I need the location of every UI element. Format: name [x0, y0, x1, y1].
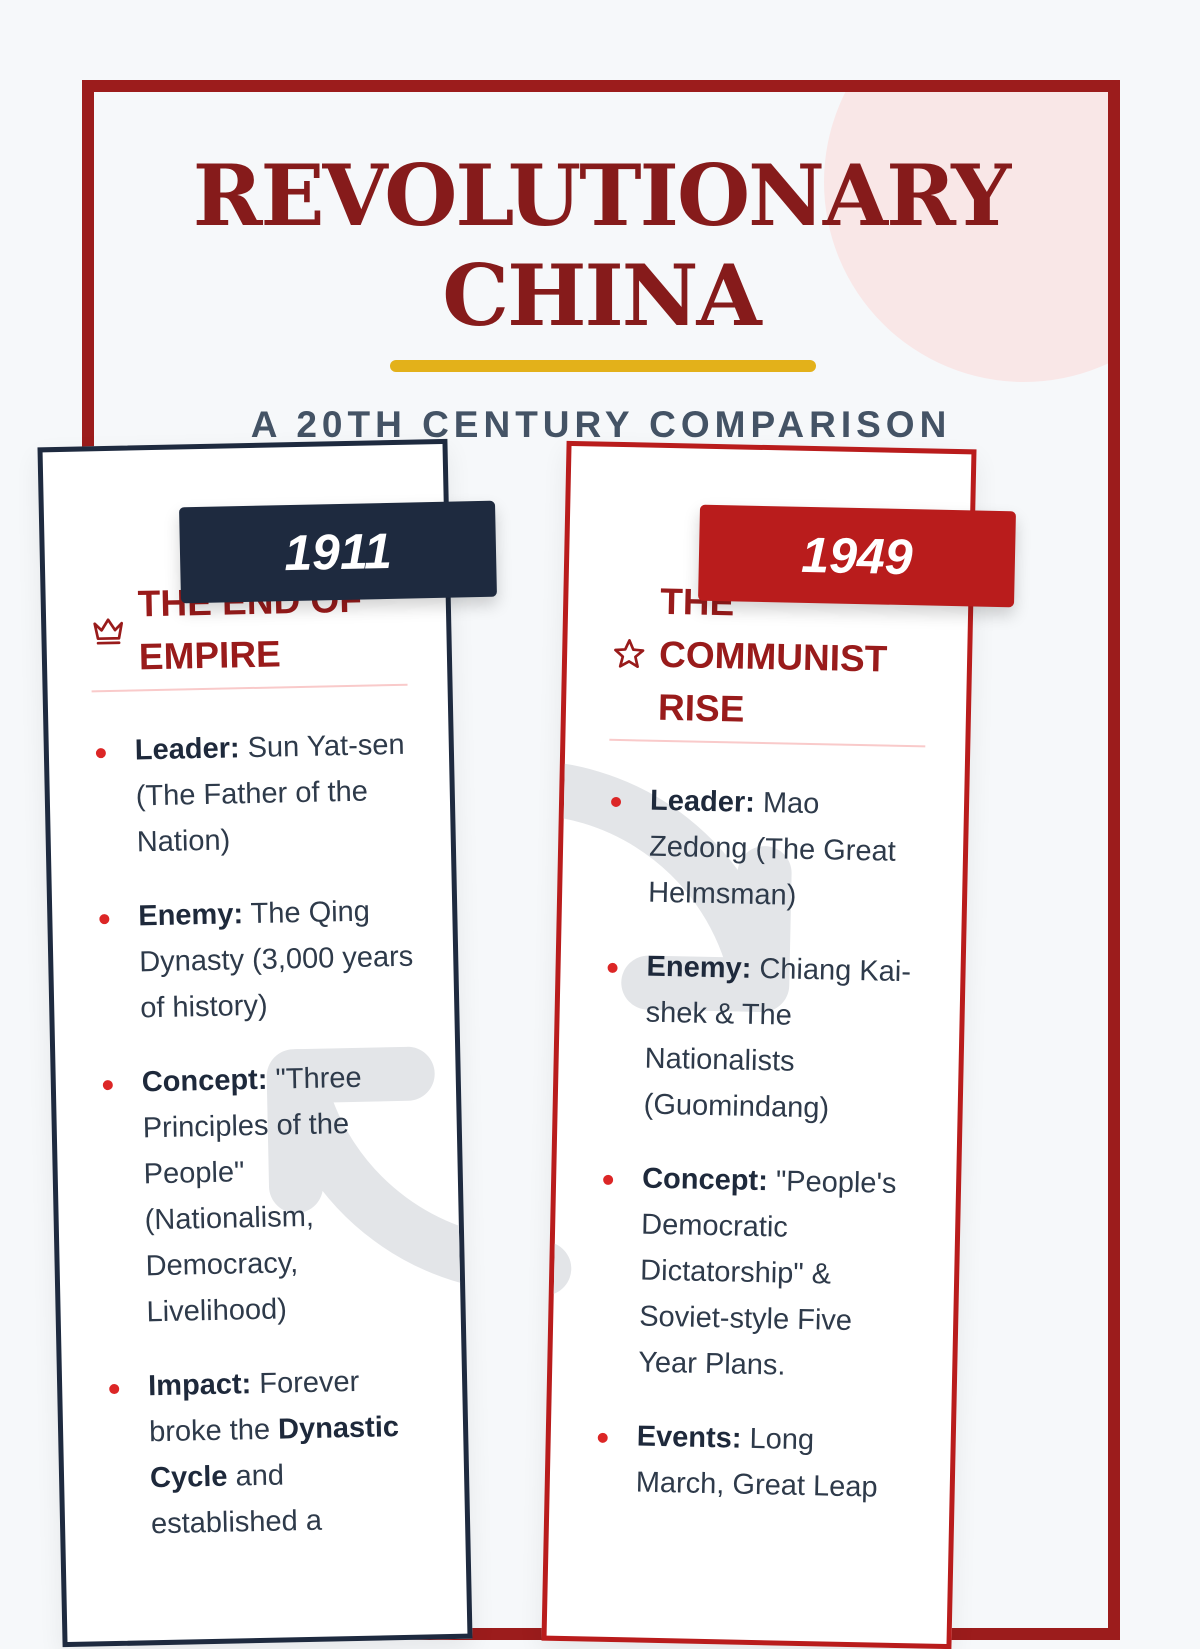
list-item-leader: Leader: Mao Zedong (The Great Helmsman) [606, 777, 925, 922]
card-1911: THE END OF EMPIRE Leader: Sun Yat-sen (T… [37, 439, 472, 1647]
item-label: Leader: [135, 732, 240, 766]
list-item-concept: Concept: "People's Democratic Dictatorsh… [596, 1155, 917, 1392]
item-text: "Three Principles of the People" (Nation… [142, 1062, 361, 1329]
item-label: Enemy: [138, 898, 243, 932]
fact-list: Leader: Mao Zedong (The Great Helmsman) … [593, 777, 924, 1511]
star-icon [611, 635, 648, 672]
item-label: Concept: [642, 1163, 768, 1198]
list-item-events: Events: Long March, Great Leap [593, 1413, 911, 1512]
crown-icon [90, 613, 127, 650]
page-title: REVOLUTIONARY CHINA [94, 146, 1108, 346]
title-underline [390, 360, 816, 372]
title-line-2: CHINA [94, 246, 1108, 346]
item-text: "People's Democratic Dictatorship" & Sov… [638, 1165, 897, 1381]
year-tab-1949: 1949 [698, 505, 1016, 608]
item-label: Events: [636, 1421, 741, 1455]
list-item-leader: Leader: Sun Yat-sen (The Father of the N… [92, 722, 411, 867]
page-subtitle: A 20TH CENTURY COMPARISON [94, 404, 1108, 446]
list-item-impact: Impact: Forever broke the Dynastic Cycle… [106, 1358, 426, 1549]
item-label: Impact: [148, 1368, 252, 1402]
list-item-concept: Concept: "Three Principles of the People… [99, 1054, 421, 1337]
year-tab-1911: 1911 [179, 501, 497, 604]
item-label: Enemy: [646, 951, 751, 985]
fact-list: Leader: Sun Yat-sen (The Father of the N… [92, 722, 425, 1548]
list-item-enemy: Enemy: Chiang Kai-shek & The Nationalist… [601, 943, 921, 1134]
list-item-enemy: Enemy: The Qing Dynasty (3,000 years of … [96, 888, 415, 1033]
title-line-1: REVOLUTIONARY [94, 146, 1108, 246]
item-label: Concept: [141, 1064, 267, 1099]
card-1949: THE COMMUNIST RISE Leader: Mao Zedong (T… [541, 441, 976, 1649]
item-label: Leader: [650, 785, 755, 819]
